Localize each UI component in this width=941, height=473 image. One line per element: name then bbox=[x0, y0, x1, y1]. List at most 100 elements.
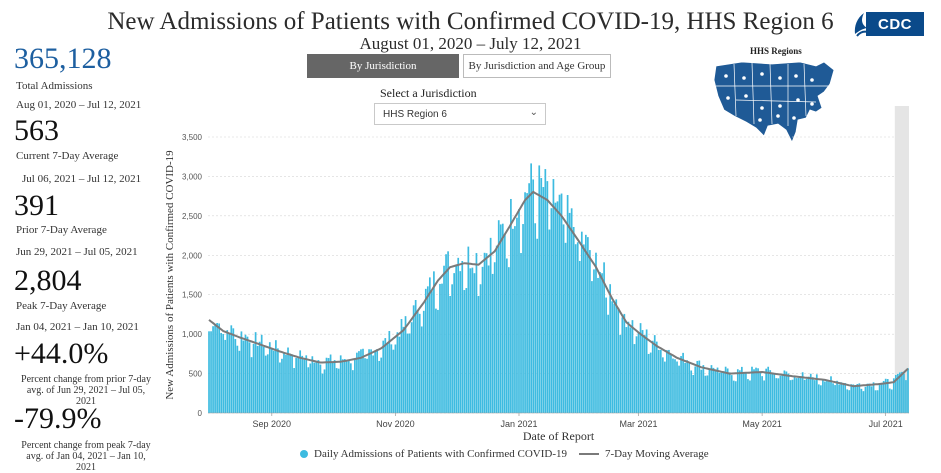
daily-admission-bar bbox=[345, 360, 348, 413]
daily-admission-bar bbox=[682, 352, 684, 413]
daily-admission-bar bbox=[907, 368, 909, 413]
daily-admission-bar bbox=[587, 237, 589, 413]
daily-admission-bar bbox=[836, 380, 838, 413]
peak-7day-label: Peak 7-Day Average bbox=[16, 300, 107, 312]
daily-admission-bar bbox=[520, 253, 522, 413]
daily-admission-bar bbox=[307, 367, 310, 413]
daily-admission-bar bbox=[562, 224, 565, 413]
daily-admission-bar bbox=[252, 343, 255, 413]
pct-change-prior-note: Percent change from prior 7-day avg. of … bbox=[21, 374, 151, 407]
daily-admission-bar bbox=[674, 359, 676, 413]
daily-admission-bar bbox=[335, 368, 338, 413]
hhs-regions-map[interactable] bbox=[712, 56, 840, 146]
daily-admission-bar bbox=[380, 357, 383, 413]
daily-admission-bar bbox=[459, 271, 462, 413]
daily-admission-bar bbox=[439, 283, 441, 413]
daily-admission-bar bbox=[684, 362, 686, 413]
daily-admission-bar bbox=[670, 353, 672, 413]
daily-admission-bar bbox=[467, 246, 470, 413]
y-tick-label: 1,500 bbox=[182, 291, 203, 300]
daily-admission-bar bbox=[718, 372, 721, 413]
daily-admission-bar bbox=[901, 371, 903, 413]
daily-admission-bar bbox=[903, 373, 905, 413]
jurisdiction-select[interactable]: HHS Region 6 ⌄ bbox=[374, 103, 546, 125]
daily-admission-bar bbox=[550, 208, 553, 413]
daily-admission-bar bbox=[230, 325, 233, 413]
daily-admission-bar bbox=[331, 361, 334, 413]
daily-admission-bar bbox=[238, 350, 241, 413]
daily-admission-bar bbox=[761, 376, 763, 413]
daily-admission-bar bbox=[702, 365, 705, 413]
daily-admission-bar bbox=[449, 295, 451, 413]
peak-7day-value: 2,804 bbox=[14, 264, 82, 297]
daily-admission-bar bbox=[313, 362, 316, 413]
daily-admission-bar bbox=[347, 360, 350, 413]
tab-by-jurisdiction-and-age-group[interactable]: By Jurisdiction and Age Group bbox=[463, 54, 611, 78]
daily-admission-bar bbox=[611, 301, 614, 413]
total-admissions-label: Total Admissions bbox=[16, 80, 93, 92]
daily-admission-bar bbox=[860, 388, 863, 413]
daily-admission-bar bbox=[234, 339, 237, 413]
x-axis-label: Date of Report bbox=[523, 429, 595, 443]
daily-admission-bar bbox=[317, 360, 320, 413]
daily-admission-bar bbox=[410, 322, 413, 413]
daily-admission-bar bbox=[892, 378, 895, 413]
daily-admission-bar bbox=[820, 385, 822, 413]
daily-admission-bar bbox=[633, 344, 636, 413]
current-7day-range: Jul 06, 2021 – Jul 12, 2021 bbox=[22, 173, 142, 185]
daily-admission-bar bbox=[250, 357, 253, 413]
daily-admission-bar bbox=[635, 336, 638, 413]
daily-admission-bar bbox=[542, 187, 545, 413]
daily-admission-bar bbox=[585, 234, 587, 413]
daily-admission-bar bbox=[285, 354, 287, 413]
daily-admission-bar bbox=[226, 330, 229, 413]
daily-admission-bar bbox=[736, 369, 739, 413]
daily-admission-bar bbox=[854, 386, 857, 413]
daily-admission-bar bbox=[668, 349, 670, 413]
daily-admission-bar bbox=[619, 334, 622, 413]
daily-admission-bar bbox=[568, 212, 571, 413]
daily-admission-bar bbox=[469, 268, 472, 413]
daily-admission-bar bbox=[856, 383, 859, 413]
daily-admission-bar bbox=[258, 341, 261, 413]
daily-admission-bar bbox=[753, 369, 755, 413]
daily-admission-bar bbox=[309, 363, 312, 413]
daily-admission-bar bbox=[248, 342, 251, 413]
daily-admission-bar bbox=[424, 288, 427, 413]
current-7day-value: 563 bbox=[14, 114, 59, 147]
daily-admission-bar bbox=[738, 370, 741, 413]
daily-admission-bar bbox=[700, 369, 703, 413]
daily-admission-bar bbox=[621, 317, 624, 413]
daily-admission-bar bbox=[465, 288, 468, 413]
daily-admission-bar bbox=[548, 229, 551, 413]
daily-admission-bar bbox=[765, 368, 768, 413]
daily-admission-bar bbox=[872, 382, 875, 413]
daily-admission-bar bbox=[544, 169, 547, 413]
daily-admission-bar bbox=[698, 360, 701, 413]
y-axis-ticks: 0 500 1,000 1,500 2,000 2,500 3,000 3,500 bbox=[182, 133, 203, 418]
daily-admission-bar bbox=[597, 277, 599, 413]
daily-admission-bar bbox=[811, 377, 814, 413]
daily-admission-bar bbox=[781, 373, 784, 413]
daily-admission-bar bbox=[358, 351, 360, 413]
map-title: HHS Regions bbox=[750, 46, 802, 56]
daily-admission-bar bbox=[615, 299, 618, 413]
jurisdiction-select-label: Select a Jurisdiction bbox=[380, 86, 477, 100]
daily-admission-bar bbox=[815, 374, 818, 413]
cdc-logo[interactable]: CDC bbox=[866, 12, 924, 36]
daily-admission-bar bbox=[445, 254, 447, 413]
daily-admission-bar bbox=[376, 349, 379, 413]
incomplete-data-shade bbox=[894, 106, 909, 413]
daily-admission-bar bbox=[268, 342, 271, 413]
daily-admission-bar bbox=[759, 372, 761, 413]
daily-admission-bar bbox=[291, 354, 293, 413]
tab-by-jurisdiction[interactable]: By Jurisdiction bbox=[307, 54, 459, 78]
daily-admission-bar bbox=[301, 355, 304, 413]
daily-admission-bar bbox=[378, 360, 381, 413]
daily-admission-bar bbox=[862, 391, 865, 413]
daily-admission-bar bbox=[240, 331, 243, 413]
daily-admission-bar bbox=[512, 228, 514, 413]
daily-admission-bar bbox=[828, 380, 830, 413]
daily-admission-bar bbox=[625, 327, 628, 413]
